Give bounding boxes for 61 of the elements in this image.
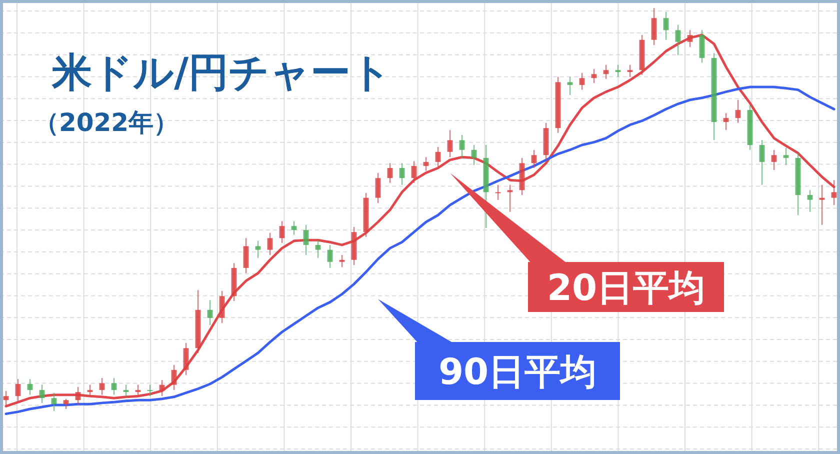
candlestick bbox=[219, 290, 225, 324]
candlestick bbox=[255, 240, 261, 258]
candlestick bbox=[687, 30, 693, 48]
candlestick bbox=[771, 149, 777, 171]
candlestick bbox=[759, 140, 765, 186]
candlestick bbox=[75, 386, 81, 406]
candlestick bbox=[459, 134, 465, 158]
candlestick bbox=[291, 220, 297, 236]
candlestick bbox=[111, 377, 117, 396]
candlestick bbox=[735, 99, 741, 124]
candlestick bbox=[399, 162, 405, 186]
candlestick bbox=[99, 377, 105, 396]
candlestick bbox=[495, 184, 501, 200]
candlestick bbox=[423, 156, 429, 172]
candlestick bbox=[675, 24, 681, 56]
candlestick bbox=[303, 224, 309, 256]
candlestick bbox=[315, 240, 321, 258]
candlestick bbox=[243, 238, 249, 274]
candlestick bbox=[819, 184, 825, 226]
candlestick bbox=[15, 378, 21, 402]
candlestick bbox=[435, 146, 441, 168]
candlestick bbox=[783, 147, 789, 166]
candlestick bbox=[471, 144, 477, 166]
candlestick bbox=[267, 232, 273, 256]
candlestick bbox=[447, 130, 453, 158]
text: 米ドル/円チャート bbox=[51, 50, 392, 96]
candlestick bbox=[171, 364, 177, 391]
candlestick bbox=[507, 184, 513, 212]
candlestick bbox=[627, 64, 633, 78]
candlestick bbox=[27, 378, 33, 396]
candlestick bbox=[615, 64, 621, 78]
candlestick bbox=[327, 244, 333, 268]
candlestick bbox=[807, 190, 813, 212]
candlestick bbox=[411, 160, 417, 184]
candlestick bbox=[87, 384, 93, 398]
candlestick bbox=[603, 64, 609, 80]
candlestick bbox=[591, 68, 597, 84]
candlestick bbox=[51, 392, 57, 412]
candlestick bbox=[207, 300, 213, 326]
candlestick bbox=[339, 254, 345, 268]
candlestick bbox=[147, 384, 153, 397]
candlestick bbox=[663, 12, 669, 40]
text: （2022年） bbox=[34, 108, 179, 137]
candlestick bbox=[135, 384, 141, 398]
candlestick bbox=[279, 220, 285, 244]
candlestick bbox=[159, 379, 165, 397]
candlestick bbox=[63, 398, 69, 410]
candlestick bbox=[3, 390, 9, 406]
candlestick bbox=[699, 30, 705, 64]
candlestick bbox=[123, 384, 129, 398]
candlestick bbox=[387, 162, 393, 184]
candlestick bbox=[39, 384, 45, 404]
candlestick bbox=[567, 76, 573, 96]
candlestick bbox=[531, 149, 537, 168]
candlestick bbox=[375, 172, 381, 204]
legend-label: 90日平均 bbox=[438, 352, 597, 393]
candlestick bbox=[183, 342, 189, 376]
candlestick bbox=[831, 180, 837, 206]
candlestick bbox=[579, 72, 585, 90]
candlestick bbox=[723, 112, 729, 131]
candlestick bbox=[651, 8, 657, 46]
